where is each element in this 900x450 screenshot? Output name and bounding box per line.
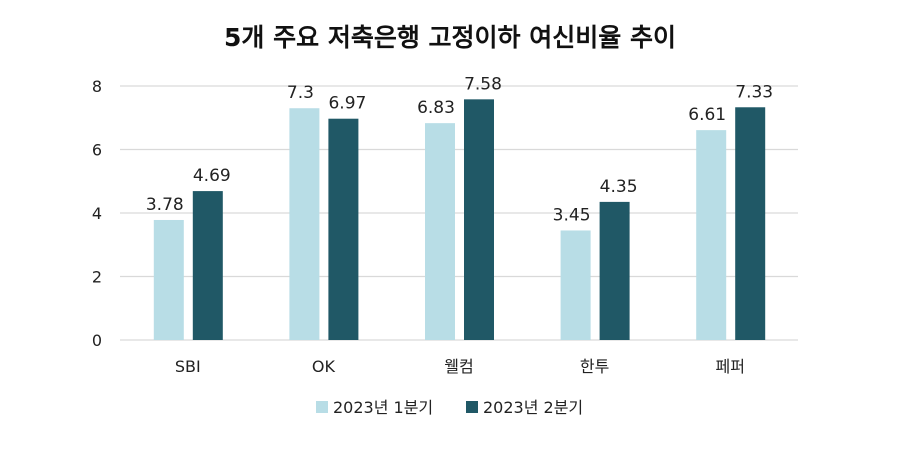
data-labels: 3.78 4.69 7.3 6.97 6.83 7.58 3.45 4.35 6.61 7.33 [146, 74, 773, 225]
x-category-label: 웰컴 [444, 357, 473, 376]
x-category-label: SBI [175, 357, 201, 376]
x-category-label: 페퍼 [715, 357, 744, 376]
data-label: 3.78 [146, 195, 184, 215]
y-tick-label: 6 [92, 141, 102, 160]
data-label: 7.33 [735, 82, 773, 102]
bar-OK-2023년 2분기 [328, 118, 359, 340]
data-label: 7.3 [287, 83, 314, 103]
bar-웰컴-2023년 2분기 [464, 99, 494, 341]
chart-title: 5개 주요 저축은행 고정이하 여신비율 추이 [224, 23, 676, 52]
data-label: 3.45 [553, 205, 591, 225]
y-tick-label: 2 [92, 268, 102, 287]
data-label: 4.69 [193, 166, 231, 186]
data-label: 6.97 [328, 94, 366, 114]
legend: 2023년 1분기 2023년 2분기 [316, 398, 583, 417]
x-axis-categories: SBI OK 웰컴 한투 페퍼 [175, 357, 745, 376]
y-tick-label: 8 [92, 77, 102, 96]
y-tick-label: 4 [92, 204, 102, 223]
data-label: 6.83 [417, 98, 455, 118]
legend-label: 2023년 1분기 [333, 398, 433, 417]
data-label: 6.61 [688, 105, 726, 125]
y-axis-ticks: 0 2 4 6 8 [92, 77, 102, 350]
bar-웰컴-2023년 1분기 [425, 123, 455, 341]
bar-한투-2023년 1분기 [560, 230, 591, 340]
gridlines [120, 85, 798, 341]
x-category-label: OK [312, 357, 336, 376]
y-tick-label: 0 [92, 331, 102, 350]
legend-swatch [316, 401, 328, 413]
legend-label: 2023년 2분기 [483, 398, 583, 417]
data-label: 4.35 [600, 177, 638, 197]
legend-swatch [466, 401, 478, 413]
bar-페퍼-2023년 1분기 [696, 130, 727, 340]
x-category-label: 한투 [580, 357, 609, 376]
data-label: 7.58 [464, 74, 502, 94]
bar-페퍼-2023년 2분기 [735, 107, 766, 341]
bar-SBI-2023년 1분기 [153, 219, 184, 340]
bar-SBI-2023년 2분기 [192, 191, 223, 340]
bars [153, 99, 766, 341]
bar-한투-2023년 2분기 [599, 201, 630, 340]
bar-OK-2023년 1분기 [289, 108, 320, 340]
